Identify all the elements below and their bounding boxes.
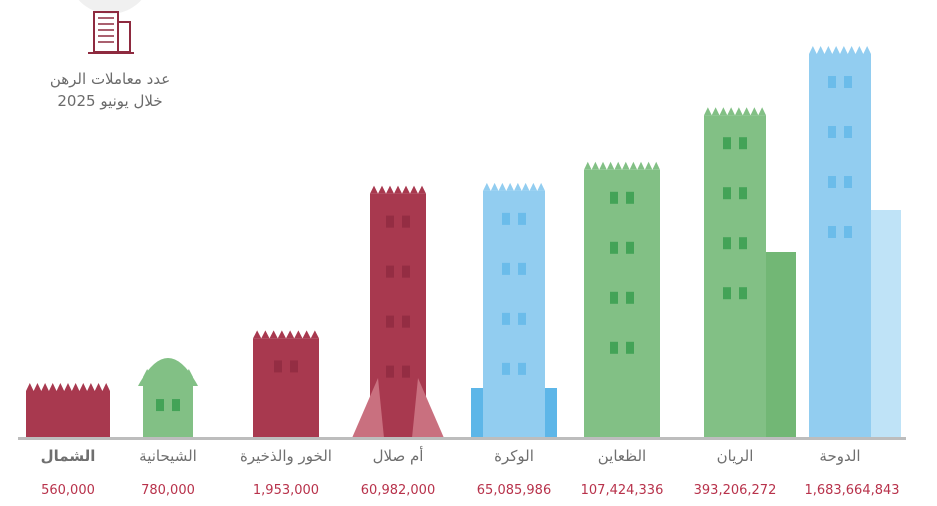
bar-window — [274, 360, 282, 373]
bar-window — [402, 365, 410, 378]
bar-window — [626, 291, 634, 304]
chart-title-line-2: خلال يونيو 2025 — [57, 92, 163, 110]
bar-4 — [471, 182, 557, 438]
icon-backdrop-circle — [78, 0, 142, 14]
value-label: 60,982,000 — [361, 483, 435, 498]
category-label: الخور والذخيرة — [240, 447, 332, 465]
value-label: 1,683,664,843 — [804, 483, 899, 498]
bar-window — [844, 126, 852, 138]
bars-layer — [26, 46, 901, 438]
bar-annex — [545, 388, 557, 438]
bar-window — [626, 241, 634, 254]
bar-crenellation — [809, 46, 871, 54]
bar-window — [610, 241, 618, 254]
bar-window — [402, 315, 410, 328]
bar-body — [26, 391, 110, 438]
bar-window — [828, 76, 836, 88]
bar-body — [584, 169, 660, 438]
category-label: الشمال — [41, 447, 96, 465]
bar-window — [518, 362, 526, 375]
bar-annex — [766, 252, 796, 438]
chart-title-line-1: عدد معاملات الرهن — [49, 70, 171, 88]
bar-window — [723, 237, 731, 250]
value-label: 780,000 — [141, 483, 195, 498]
bar-annex — [871, 210, 901, 438]
bar-window — [386, 265, 394, 278]
bar-crenellation — [253, 330, 319, 339]
bar-window — [518, 262, 526, 275]
value-label: 393,206,272 — [694, 483, 777, 498]
bar-window — [386, 365, 394, 378]
bar-window — [518, 312, 526, 325]
bar-buttress — [352, 378, 384, 438]
bar-crenellation — [704, 107, 766, 116]
category-label: الدوحة — [819, 447, 860, 465]
category-label: الوكرة — [494, 447, 534, 465]
bar-window — [739, 137, 747, 150]
bar-window — [739, 187, 747, 200]
bar-window — [626, 341, 634, 354]
background-layer — [78, 0, 142, 14]
bar-window — [739, 237, 747, 250]
bar-window — [502, 212, 510, 225]
bar-window — [610, 291, 618, 304]
bar-window — [844, 226, 852, 238]
bar-8 — [26, 383, 110, 438]
bar-2 — [704, 107, 796, 438]
bar-5 — [352, 185, 444, 438]
bar-window — [739, 287, 747, 300]
bar-window — [386, 215, 394, 228]
bar-window — [156, 399, 164, 412]
bar-6 — [253, 330, 319, 438]
bar-window — [828, 226, 836, 238]
bar-window — [828, 126, 836, 138]
bar-dome — [138, 358, 198, 386]
category-label: الريان — [717, 447, 754, 465]
bar-buttress — [412, 378, 444, 438]
bar-window — [402, 265, 410, 278]
bar-window — [723, 287, 731, 300]
bar-body — [253, 338, 319, 438]
category-label: الشيحانية — [139, 447, 197, 465]
bar-crenellation — [584, 161, 660, 170]
icon-tower-side — [117, 21, 131, 53]
bar-window — [172, 399, 180, 412]
value-label: 560,000 — [41, 483, 95, 498]
bar-body — [143, 377, 193, 438]
bar-1 — [809, 46, 901, 438]
bar-window — [402, 215, 410, 228]
bar-window — [502, 312, 510, 325]
bar-window — [290, 360, 298, 373]
labels-layer: الدوحة 1,683,664,843 الريان 393,206,272 الظع… — [41, 446, 900, 498]
bar-window — [518, 212, 526, 225]
bar-window — [828, 176, 836, 188]
category-label: الظعاين — [598, 447, 646, 465]
building-icon — [88, 11, 134, 54]
bar-window — [610, 191, 618, 204]
bar-3 — [584, 161, 660, 438]
value-label: 1,953,000 — [253, 483, 319, 498]
bar-window — [844, 176, 852, 188]
bar-7 — [138, 358, 198, 438]
bar-window — [723, 137, 731, 150]
bar-crenellation — [483, 182, 545, 191]
value-label: 107,424,336 — [581, 483, 664, 498]
value-label: 65,085,986 — [477, 483, 551, 498]
bar-window — [723, 187, 731, 200]
category-label: أم صلال — [373, 446, 424, 465]
bar-body — [704, 115, 766, 438]
bar-crenellation — [370, 185, 426, 194]
bar-crenellation — [26, 383, 110, 391]
bar-body — [483, 190, 545, 438]
bar-window — [610, 341, 618, 354]
bar-window — [626, 191, 634, 204]
bar-window — [844, 76, 852, 88]
bar-window — [502, 262, 510, 275]
bar-annex — [471, 388, 483, 438]
bar-body — [809, 54, 871, 438]
bar-window — [386, 315, 394, 328]
bar-window — [502, 362, 510, 375]
